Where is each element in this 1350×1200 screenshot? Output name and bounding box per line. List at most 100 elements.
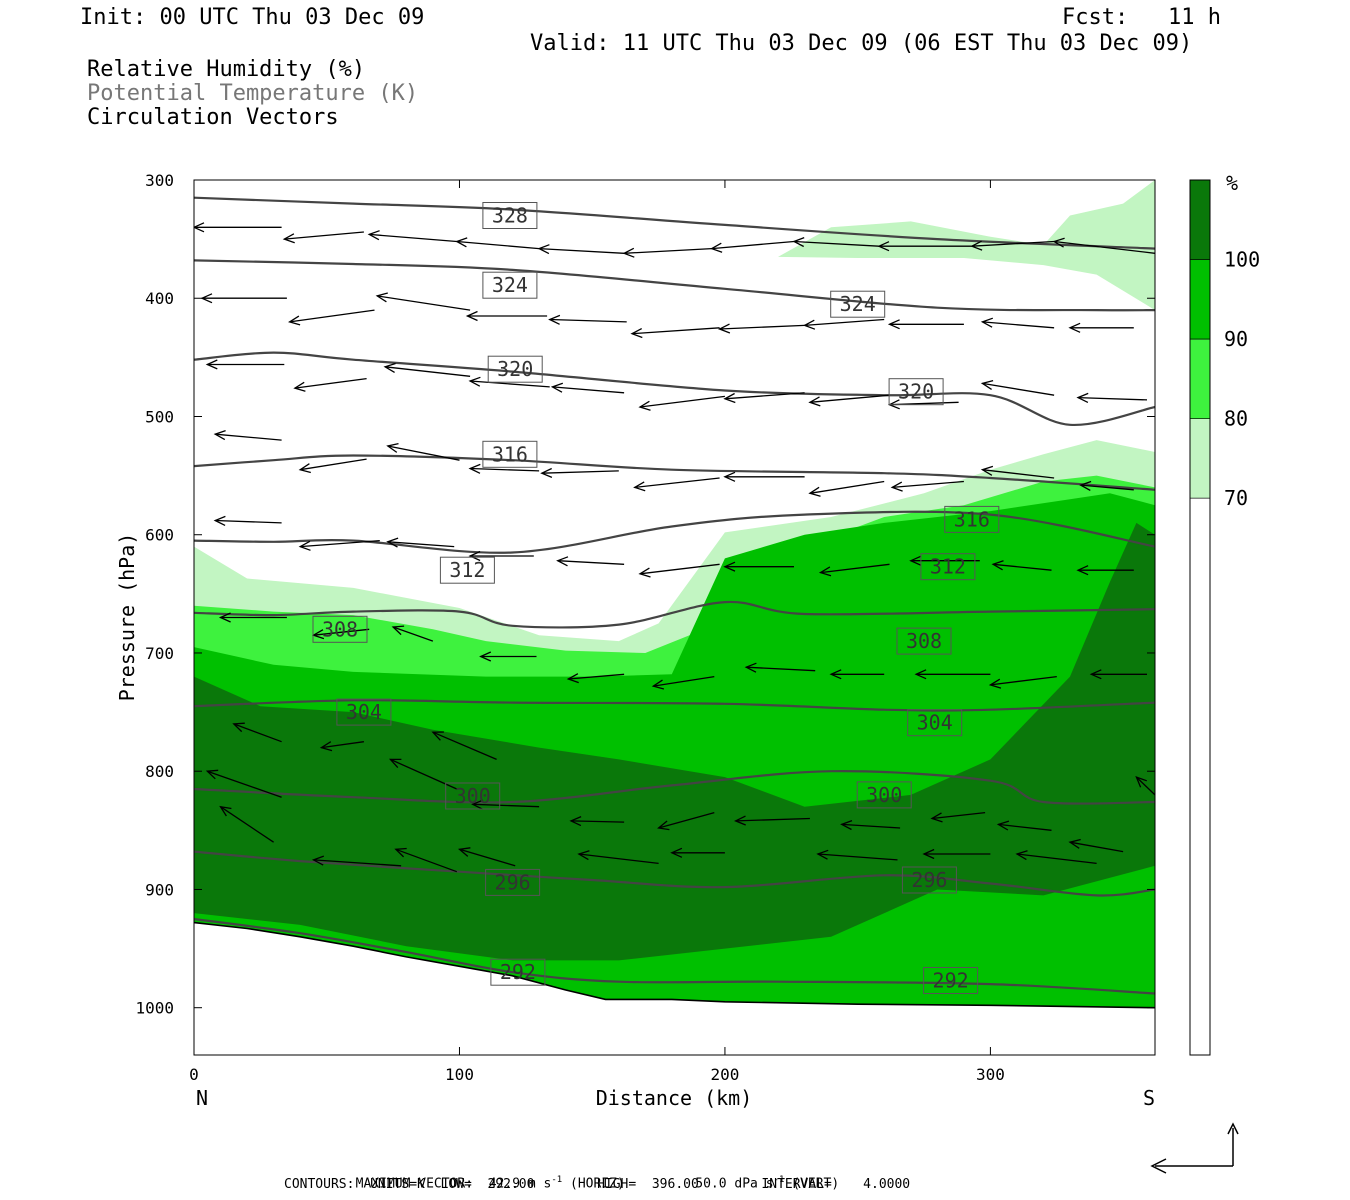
circulation-vector: [394, 847, 458, 873]
circulation-vector: [232, 722, 282, 743]
y-tick-label: 900: [145, 881, 174, 900]
theta-label: 296: [901, 866, 957, 894]
circulation-vector: [710, 240, 795, 253]
circulation-vector: [537, 244, 625, 255]
y-tick-label: 500: [145, 408, 174, 427]
theta-label-text: 316: [492, 442, 528, 466]
circulation-vector: [556, 556, 625, 567]
circulation-vector: [282, 231, 364, 244]
circulation-vector: [723, 471, 805, 482]
circulation-vector: [431, 731, 497, 760]
theta-label-text: 320: [497, 357, 533, 381]
circulation-vector: [930, 811, 986, 823]
theta-contour-320: [194, 351, 1155, 426]
circulation-vector: [1068, 322, 1134, 333]
circulation-vector: [311, 855, 402, 867]
humidity-fill-layer: [194, 180, 1155, 1055]
horiz-vector-value: 42.9 m s: [488, 1176, 552, 1192]
theta-label-text: 296: [911, 868, 947, 892]
circulation-vector: [829, 669, 885, 680]
forecast-label: Fcst:: [1062, 5, 1129, 30]
circulation-vector: [792, 236, 879, 248]
circulation-vector: [1052, 237, 1155, 254]
theta-label: 320: [888, 378, 944, 406]
circulation-vector: [622, 247, 712, 258]
theta-label: 292: [923, 967, 979, 994]
circulation-vector: [205, 359, 285, 370]
theta-contour-324: [194, 259, 1155, 312]
theta-contour-316: [194, 454, 1155, 491]
circulation-vector: [890, 480, 964, 492]
theta-label: 324: [830, 290, 886, 318]
circulation-vector: [922, 848, 991, 860]
circulation-vector: [877, 241, 972, 252]
theta-label-text: 312: [930, 555, 966, 579]
circulation-vector: [386, 537, 455, 548]
theta-label: 304: [907, 709, 963, 737]
circulation-vector: [383, 362, 471, 377]
colorbar-level-label: 80: [1224, 407, 1248, 431]
max-vector-line: MAXIMUM VECTOR: 42.9 m s-1 (HORIZ) 50.0 …: [340, 1158, 840, 1192]
colorbar-band: [1189, 338, 1211, 419]
circulation-vector: [840, 819, 901, 831]
circulation-vector: [734, 815, 810, 826]
vert-vector-exponent: -1: [773, 1175, 785, 1185]
theta-label: 304: [336, 698, 392, 726]
circulation-vector: [980, 317, 1055, 329]
circulation-vector: [988, 675, 1057, 689]
circulation-vector: [375, 292, 471, 311]
circulation-vector: [465, 310, 548, 322]
north-label: N: [196, 1086, 208, 1110]
circulation-vector: [996, 820, 1052, 831]
theta-contour-304: [194, 699, 1155, 712]
max-vector-prefix: MAXIMUM VECTOR:: [355, 1176, 474, 1192]
legend-potential-temperature: Potential Temperature (K): [87, 81, 419, 106]
south-label: S: [1143, 1086, 1155, 1110]
x-tick-label: 100: [445, 1065, 474, 1084]
theta-label: 300: [856, 781, 912, 809]
circulation-vector: [455, 237, 540, 250]
valid-time: Valid: 11 UTC Thu 03 Dec 09 (06 EST Thu …: [530, 31, 1193, 56]
circulation-vector: [548, 314, 627, 325]
circulation-vector: [391, 625, 434, 642]
theta-label: 300: [445, 782, 501, 810]
theta-label: 292: [490, 958, 546, 986]
theta-label-text: 312: [449, 558, 485, 582]
theta-label: 320: [487, 355, 543, 383]
circulation-vector: [1079, 480, 1134, 491]
colorbar-band: [1189, 259, 1211, 340]
x-axis-label: Distance (km): [596, 1086, 753, 1110]
theta-label: 296: [485, 868, 541, 896]
circulation-vector: [991, 560, 1052, 571]
circulation-vector: [298, 458, 367, 474]
theta-contour-308: [194, 600, 1155, 629]
theta-label: 316: [944, 505, 1000, 533]
circulation-vector: [808, 480, 885, 497]
theta-label-text: 316: [954, 507, 990, 531]
circulation-vector: [213, 515, 282, 526]
circulation-vector: [205, 769, 282, 798]
theta-label: 312: [920, 553, 976, 581]
theta-label-text: 304: [917, 711, 953, 735]
circulation-vector: [651, 675, 715, 690]
colorbar-level-label: 90: [1224, 327, 1248, 351]
circulation-vector: [630, 327, 720, 339]
circulation-vector: [818, 563, 890, 577]
theta-contour-328: [194, 196, 1155, 250]
x-tick-label: 0: [189, 1065, 199, 1084]
init-time: Init: 00 UTC Thu 03 Dec 09: [80, 5, 425, 30]
theta-label: 312: [439, 556, 495, 584]
circulation-vector: [670, 847, 725, 858]
circulation-vector: [200, 293, 287, 304]
theta-label-text: 308: [322, 617, 358, 641]
legend-circulation-vectors: Circulation Vectors: [87, 105, 339, 130]
surface-layer: [194, 921, 1155, 1055]
horiz-vector-unit: (HORIZ): [562, 1176, 625, 1192]
humidity-region-100-4: [194, 522, 1155, 961]
circulation-vector: [723, 561, 794, 572]
colorbar: 70 80 90 100: [1189, 179, 1260, 1056]
theta-label-text: 300: [455, 784, 491, 808]
circulation-vector: [980, 465, 1055, 479]
colorbar-band: [1189, 418, 1211, 499]
